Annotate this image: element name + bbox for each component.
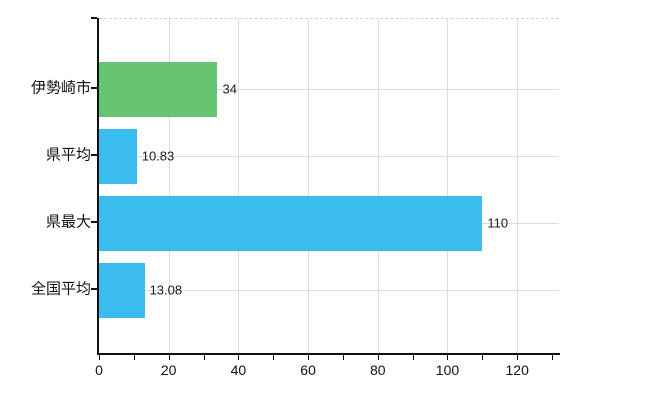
x-axis-tick [133,355,135,360]
bar-value-label: 13.08 [149,282,183,298]
y-axis-tick [91,154,97,156]
x-axis-tick-label: 120 [505,362,529,378]
x-axis-tick [308,355,310,360]
category-label: 全国平均 [30,280,91,298]
y-axis-end-tick [91,17,97,19]
x-axis-tick [377,355,379,360]
vertical-gridline [377,19,379,353]
category-label: 伊勢崎市 [30,79,91,97]
horizontal-gridline [99,156,559,157]
x-axis-tick-label: 80 [369,362,386,378]
y-axis-tick [91,87,97,89]
x-axis-tick [273,355,275,360]
bar [99,61,218,117]
vertical-gridline [447,19,449,353]
horizontal-gridline [99,290,559,291]
category-label: 県平均 [45,146,91,164]
plot-area: 34 10.83 110 13.08 [99,18,559,353]
vertical-gridline [238,19,240,353]
x-axis-tick [517,355,519,360]
x-axis-tick-label: 100 [435,362,460,378]
bar-value-label: 110 [487,215,509,231]
x-axis-tick-label: 60 [300,362,316,378]
x-axis-tick [168,355,170,360]
bar [99,128,137,184]
y-axis-tick [91,221,97,223]
vertical-gridline [168,19,170,353]
horizontal-gridline [99,89,559,90]
x-axis-tick [482,355,484,360]
y-axis-tick [91,288,97,290]
x-axis-tick [412,355,414,360]
vertical-gridline [308,19,310,353]
y-axis-line [97,18,99,355]
x-axis-tick [342,355,344,360]
bar-value-label: 34 [222,81,237,97]
x-axis-tick [203,355,205,360]
x-axis-tick [238,355,240,360]
x-axis-tick [99,355,100,360]
x-axis-line [97,353,560,355]
bar [99,195,483,251]
x-axis-tick-label: 20 [160,362,177,378]
bar [99,262,145,318]
bar-value-label: 10.83 [141,148,175,164]
category-label: 県最大 [45,213,91,231]
x-axis-tick-label: 0 [95,362,103,378]
vertical-gridline [517,19,519,353]
x-axis-tick-label: 40 [230,362,247,378]
x-axis-tick [447,355,449,360]
x-axis-tick [552,355,554,360]
